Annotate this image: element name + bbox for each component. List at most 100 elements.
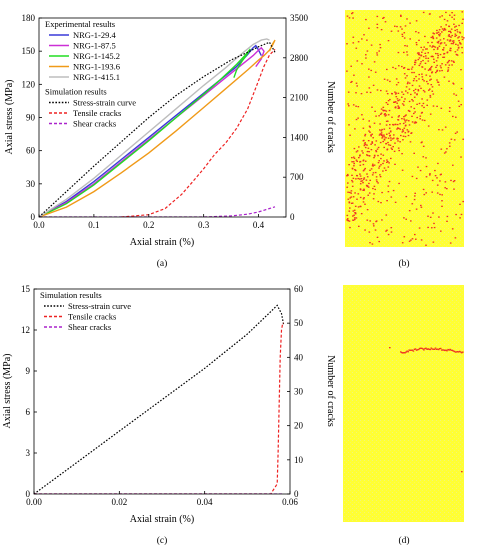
crack-mark (353, 162, 355, 165)
crack-mark (386, 133, 388, 135)
crack-mark (369, 169, 371, 171)
crack-mark (416, 52, 419, 54)
crack-mark (411, 203, 414, 205)
crack-mark (351, 181, 354, 183)
crack-mark (397, 140, 399, 142)
crack-mark (435, 348, 438, 350)
crack-mark (405, 351, 407, 353)
crack-mark (359, 183, 362, 185)
crack-mark (427, 52, 429, 54)
crack-mark (444, 126, 447, 128)
crack-mark (448, 142, 451, 144)
crack-mark (398, 182, 400, 185)
legend-group-title: Experimental results (45, 19, 115, 29)
crack-mark (458, 36, 460, 38)
crack-mark (433, 33, 435, 35)
crack-mark (438, 348, 441, 350)
legend-entry: Stress-strain curve (68, 301, 131, 311)
crack-mark (453, 188, 455, 190)
crack-mark (361, 114, 363, 116)
crack-mark (409, 349, 412, 351)
crack-mark (458, 350, 461, 353)
crack-mark (413, 112, 415, 115)
crack-mark (349, 226, 351, 229)
crack-mark (365, 57, 367, 59)
crack-mark (443, 27, 446, 30)
crack-mark (366, 144, 368, 146)
crack-mark (461, 52, 464, 54)
crack-mark (415, 80, 418, 82)
crack-mark (458, 40, 460, 42)
crack-mark (403, 73, 406, 75)
crack-mark (408, 124, 411, 126)
crack-mark (371, 243, 374, 245)
crack-mark (417, 52, 420, 54)
crack-mark (407, 134, 410, 137)
crack-mark (352, 156, 355, 158)
crack-mark (419, 115, 422, 117)
crack-mark (387, 114, 390, 116)
crack-mark (395, 92, 397, 94)
crack-mark (405, 195, 408, 198)
crack-mark (446, 62, 449, 64)
crack-mark (366, 185, 369, 187)
x-tick-label: 0.04 (197, 497, 213, 507)
crack-mark (434, 175, 437, 177)
crack-mark (382, 110, 385, 112)
crack-mark (448, 349, 450, 351)
crack-mark (397, 30, 400, 32)
crack-mark (440, 107, 443, 109)
crack-mark (451, 228, 454, 230)
crack-mark (403, 67, 405, 69)
crack-mark (418, 57, 421, 59)
crack-mark (436, 105, 438, 107)
crack-mark (456, 31, 459, 33)
crack-mark (436, 79, 438, 81)
crack-mark (443, 152, 446, 154)
crack-mark (364, 133, 367, 136)
crack-mark (356, 174, 358, 177)
crack-mark (433, 226, 436, 229)
crack-mark (401, 129, 404, 131)
legend-entry: Tensile cracks (73, 108, 121, 118)
crack-mark (398, 115, 400, 117)
crack-mark (446, 188, 448, 190)
crack-mark (446, 148, 448, 150)
crack-mark (399, 123, 401, 125)
crack-mark (405, 90, 407, 92)
crack-mark (402, 130, 405, 132)
crack-mark (433, 222, 435, 225)
crack-mark (421, 98, 423, 100)
crack-mark (406, 75, 408, 77)
crack-mark (383, 136, 386, 138)
crack-mark (362, 198, 365, 200)
crack-mark (351, 202, 354, 204)
crack-mark (347, 198, 350, 200)
crack-mark (354, 212, 357, 214)
crack-mark (357, 177, 359, 180)
x-tick-label: 0.1 (88, 220, 99, 230)
crack-mark (348, 202, 351, 204)
crack-mark (407, 109, 410, 112)
crack-mark (412, 350, 415, 352)
crack-mark (385, 214, 388, 216)
crack-mark (366, 209, 369, 211)
crack-mark (448, 80, 450, 82)
crack-mark (347, 91, 350, 93)
crack-mark (447, 70, 449, 72)
series-line-nrg-1-415-1 (39, 38, 270, 217)
crack-mark (352, 36, 355, 38)
crack-mark (375, 179, 378, 181)
crack-mark (408, 240, 411, 242)
crack-mark (397, 92, 400, 94)
crack-mark (353, 147, 356, 150)
crack-mark (401, 153, 403, 155)
x-tick-label: 0.2 (143, 220, 154, 230)
crack-mark (428, 348, 430, 350)
crack-mark (435, 37, 438, 39)
crack-mark (383, 134, 385, 136)
crack-mark (401, 118, 403, 120)
crack-mark (420, 46, 422, 49)
crack-mark (448, 64, 451, 66)
crack-mark (418, 64, 421, 67)
